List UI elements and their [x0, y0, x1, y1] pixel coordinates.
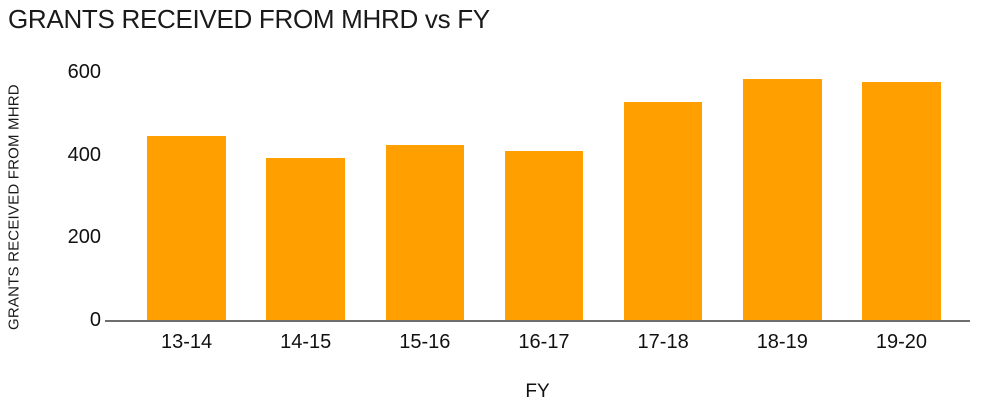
bar-15-16[interactable]	[385, 145, 465, 320]
y-tick-label: 200	[67, 226, 101, 249]
bar-16-17[interactable]	[504, 151, 584, 320]
plot-area	[105, 55, 970, 322]
x-tick-label: 16-17	[518, 331, 570, 353]
y-tick-label: 400	[67, 143, 101, 166]
x-tick-label: 13-14	[160, 331, 213, 353]
bar-18-19[interactable]	[742, 78, 822, 320]
bar-column	[723, 55, 842, 320]
bar-column	[484, 55, 603, 320]
chart-title: GRANTS RECEIVED FROM MHRD vs FY	[8, 4, 490, 34]
bar-column	[127, 55, 246, 320]
x-axis-label: FY	[525, 381, 550, 402]
bar-13-14[interactable]	[147, 136, 226, 320]
bar-column	[604, 55, 723, 320]
x-tick-label: 18-19	[756, 331, 808, 353]
bar-14-15[interactable]	[266, 157, 346, 320]
bar-19-20[interactable]	[862, 81, 941, 320]
bar-column	[365, 55, 484, 320]
x-tick-label: 17-18	[637, 331, 689, 353]
x-tick-label: 15-16	[399, 331, 451, 353]
bar-17-18[interactable]	[623, 102, 703, 320]
y-tick-label: 600	[67, 61, 101, 84]
bar-column	[246, 55, 365, 320]
bars-group	[105, 55, 970, 320]
x-axis-ticks: 13-14 14-15 15-16 16-17 17-18 18-19 19-20	[105, 331, 970, 354]
x-tick-label: 19-20	[875, 331, 927, 353]
bar-column	[842, 55, 961, 320]
y-axis-ticks: 0 200 400 600	[0, 55, 101, 330]
x-tick-label: 14-15	[280, 331, 332, 353]
y-tick-label: 0	[89, 309, 101, 331]
